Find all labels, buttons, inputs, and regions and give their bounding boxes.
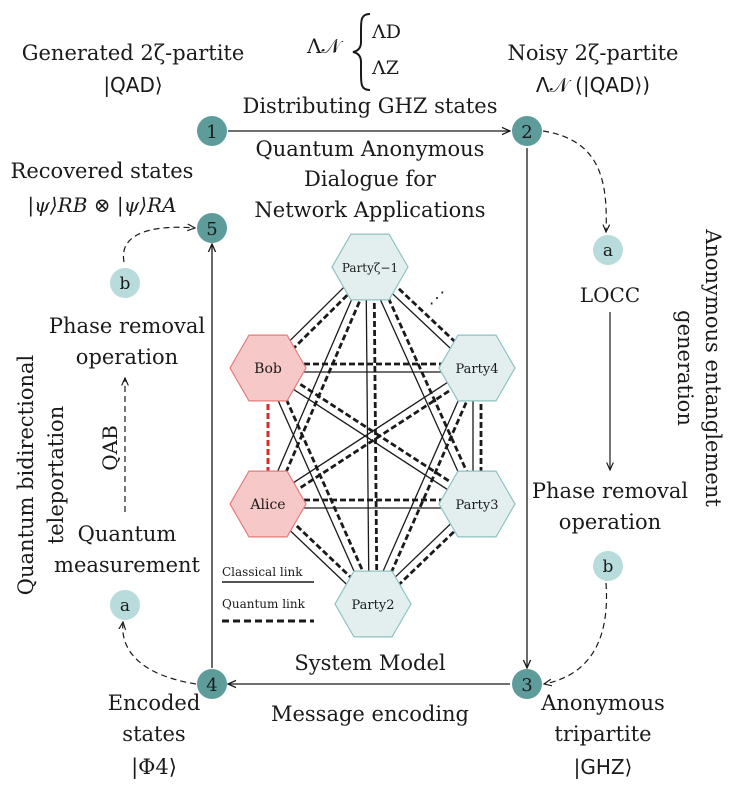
recovered-label-line2: |ψ⟩RB ⊗ |ψ⟩RA: [27, 193, 176, 218]
bottom-left-label-line1: Encoded: [108, 691, 201, 715]
recovered-label-line1: Recovered states: [11, 159, 194, 183]
classical-link-party_zeta-alice: [263, 265, 367, 503]
svg-text:5: 5: [206, 219, 217, 240]
step-node-5: 5: [197, 213, 227, 243]
svg-text:a: a: [120, 596, 130, 616]
left-phase-removal-line2: operation: [76, 345, 178, 369]
hex-party4: Party4: [438, 334, 516, 402]
hex-bob-label: Bob: [254, 361, 282, 377]
party-hexagons: Partyζ−1 Bob Party4 Alice Party3 Party2: [229, 233, 516, 638]
noise-channel: Λ𝒩 ΛD ΛZ: [306, 13, 401, 91]
step-node-4: 4: [197, 669, 227, 699]
left-measurement-line2: measurement: [54, 553, 200, 577]
quantum-link-bob-party2: [270, 365, 378, 603]
svg-text:teleportation: teleportation: [44, 406, 68, 544]
top-edge-label: Distributing GHZ states: [242, 94, 497, 118]
left-phase-removal-line1: Phase removal: [49, 314, 205, 338]
top-left-label-line1: Generated 2ζ-partite: [22, 41, 245, 65]
step-node-1: 1: [197, 116, 227, 146]
dashed-2-to-a: [542, 130, 606, 232]
legend-classical-label: Classical link: [222, 565, 303, 579]
bottom-left-label-line2: states: [122, 722, 185, 746]
center-title-line2: Dialogue for: [304, 167, 437, 191]
substep-right-a: a: [593, 235, 623, 265]
center-title-line1: Quantum Anonymous: [256, 137, 485, 161]
quantum-link-party4-party2: [375, 369, 482, 607]
system-model-label: System Model: [294, 651, 445, 675]
noise-channel-d: ΛD: [371, 21, 401, 43]
hex-alice: Alice: [229, 470, 307, 538]
classical-link-party4-alice: [265, 364, 476, 502]
classical-link-party_zeta-party3: [365, 268, 474, 506]
hex-party2-label: Party2: [352, 598, 395, 613]
right-phase-removal-line2: operation: [559, 510, 661, 534]
right-phase-removal-line1: Phase removal: [532, 479, 688, 503]
svg-text:1: 1: [206, 122, 217, 143]
svg-text:b: b: [603, 557, 614, 577]
hex-party-zeta-label: Partyζ−1: [342, 261, 398, 275]
top-right-label-line2: Λ𝒩 (|QAD⟩): [536, 73, 650, 97]
substep-right-b: b: [593, 551, 623, 581]
quantum-link-party4-alice: [269, 370, 480, 509]
svg-text:QAB: QAB: [98, 425, 122, 471]
step-node-2: 2: [512, 116, 542, 146]
svg-text:Anonymous entanglement: Anonymous entanglement: [701, 228, 725, 507]
substep-left-b: b: [110, 268, 140, 298]
classical-link-party_zeta-party2: [365, 267, 370, 605]
quantum-link-party_zeta-party2: [372, 266, 379, 604]
center-title-line3: Network Applications: [254, 198, 485, 222]
svg-text:a: a: [603, 241, 613, 261]
bottom-edge-label: Message encoding: [271, 702, 469, 726]
party-ellipsis: ⋰: [429, 288, 445, 307]
right-vertical-label: Anonymous entanglement generation: [673, 228, 725, 507]
bottom-right-label-line2: tripartite: [554, 722, 651, 746]
top-right-label-line1: Noisy 2ζ-partite: [508, 41, 679, 65]
substep-left-a: a: [110, 590, 140, 620]
hex-party-zeta: Partyζ−1: [331, 233, 409, 301]
dashed-4-to-a: [123, 622, 197, 685]
svg-text:3: 3: [521, 675, 532, 696]
classical-link-bob-party2: [263, 369, 370, 606]
hex-party3-label: Party3: [456, 498, 499, 513]
hex-bob: Bob: [229, 334, 307, 402]
classical-link-bob-party3: [265, 370, 476, 508]
classical-link-party4-party2: [368, 366, 474, 603]
bottom-right-label-line3: |GHZ⟩: [574, 755, 633, 779]
hex-party2: Party2: [334, 570, 412, 638]
bottom-right-label-line1: Anonymous: [540, 691, 665, 715]
network-links: [263, 263, 483, 608]
top-left-label-line2: |QAD⟩: [103, 73, 162, 97]
legend-quantum-label: Quantum link: [222, 597, 306, 611]
noise-channel-main: Λ𝒩: [306, 34, 343, 58]
hex-alice-label: Alice: [249, 497, 285, 513]
hex-party3: Party3: [438, 470, 516, 538]
noise-channel-z: ΛZ: [371, 57, 399, 79]
svg-text:4: 4: [206, 675, 217, 696]
quantum-link-party_zeta-alice: [270, 268, 375, 507]
qab-label: QAB: [98, 425, 122, 471]
svg-text:2: 2: [521, 122, 532, 143]
svg-text:b: b: [120, 274, 131, 294]
noise-channel-brace: [352, 13, 371, 91]
bottom-left-label-line3: |Φ4⟩: [131, 755, 177, 780]
dashed-b-to-3: [544, 582, 608, 684]
quantum-link-party_zeta-party3: [372, 264, 482, 503]
svg-text:Quantum bidirectional: Quantum bidirectional: [14, 354, 38, 595]
left-vertical-label: Quantum bidirectional teleportation: [14, 354, 68, 595]
hex-party4-label: Party4: [456, 362, 499, 377]
dashed-b-to-5: [122, 227, 195, 263]
step-node-3: 3: [512, 669, 542, 699]
quantum-link-bob-party3: [269, 363, 480, 502]
left-measurement-line1: Quantum: [78, 522, 177, 546]
svg-text:generation: generation: [673, 310, 697, 426]
locc-label: LOCC: [580, 283, 640, 307]
